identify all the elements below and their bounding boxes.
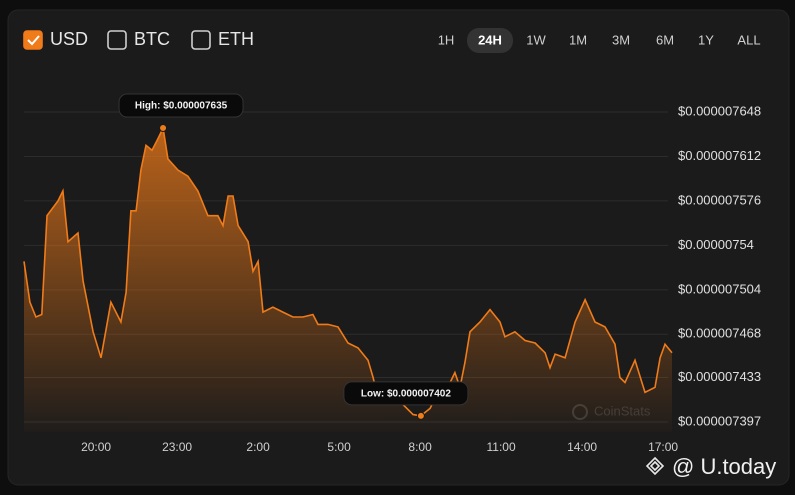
annotation-marker: [159, 124, 168, 133]
timeframe-button[interactable]: ALL: [737, 32, 760, 47]
active-pill: [467, 28, 513, 53]
annotation-label: High: $0.000007635: [135, 101, 228, 112]
checkbox-label: BTC: [134, 29, 170, 49]
x-tick-label: 5:00: [327, 440, 351, 454]
checkbox-label: ETH: [218, 29, 254, 49]
annotation-label: Low: $0.000007402: [361, 388, 451, 399]
timeframe-button[interactable]: 6M: [656, 32, 674, 47]
timeframe-label: 1W: [526, 32, 546, 47]
timeframe-label: 3M: [612, 32, 630, 47]
annotation-marker: [416, 411, 425, 420]
x-tick-label: 2:00: [246, 440, 270, 454]
timeframe-button[interactable]: 3M: [612, 32, 630, 47]
currency-checkbox[interactable]: ETH: [191, 29, 254, 50]
timeframe-label: 1Y: [698, 32, 714, 47]
checkbox-box: [191, 30, 211, 50]
price-line: [23, 125, 673, 417]
x-tick-label: 11:00: [487, 440, 516, 454]
currency-checkbox[interactable]: BTC: [107, 29, 170, 50]
y-tick-label: $0.000007648: [678, 103, 761, 118]
timeframe-label: ALL: [737, 32, 760, 47]
timeframe-label: 6M: [656, 32, 674, 47]
timeframe-label: 1H: [438, 32, 455, 47]
x-tick-label: 8:00: [408, 440, 432, 454]
timeframe-button[interactable]: 1Y: [698, 32, 714, 47]
checkbox-label: USD: [50, 29, 88, 49]
y-tick-label: $0.000007612: [678, 148, 761, 163]
timeframe-button[interactable]: 1W: [526, 32, 546, 47]
annotation-box: [118, 93, 244, 118]
area: [24, 128, 672, 432]
y-tick-label: $0.000007433: [678, 369, 761, 384]
timeframe-button[interactable]: 1H: [438, 32, 455, 47]
x-tick-label: 17:00: [648, 440, 678, 454]
y-tick-label: $0.000007397: [678, 413, 761, 428]
y-tick-label: $0.000007576: [678, 192, 761, 207]
x-tick-label: 14:00: [567, 440, 597, 454]
checkbox-box: [23, 30, 43, 50]
footer-brand: @ U.today: [672, 454, 776, 479]
check-mark: [27, 35, 40, 46]
timeframe-button[interactable]: 1M: [569, 32, 587, 47]
brand-logo: [645, 456, 665, 476]
x-tick-label: 23:00: [162, 440, 192, 454]
annotation-box: [343, 381, 469, 406]
timeframe-label: 24H: [478, 32, 502, 47]
timeframe-label: 1M: [569, 32, 587, 47]
currency-checkbox[interactable]: USD: [23, 29, 88, 50]
checkbox-box: [107, 30, 127, 50]
y-tick-label: $0.00000754: [678, 237, 754, 252]
y-tick-label: $0.000007504: [678, 281, 761, 296]
timeframe-button[interactable]: 24H: [467, 28, 513, 53]
x-tick-label: 20:00: [81, 440, 111, 454]
y-tick-label: $0.000007468: [678, 326, 761, 341]
